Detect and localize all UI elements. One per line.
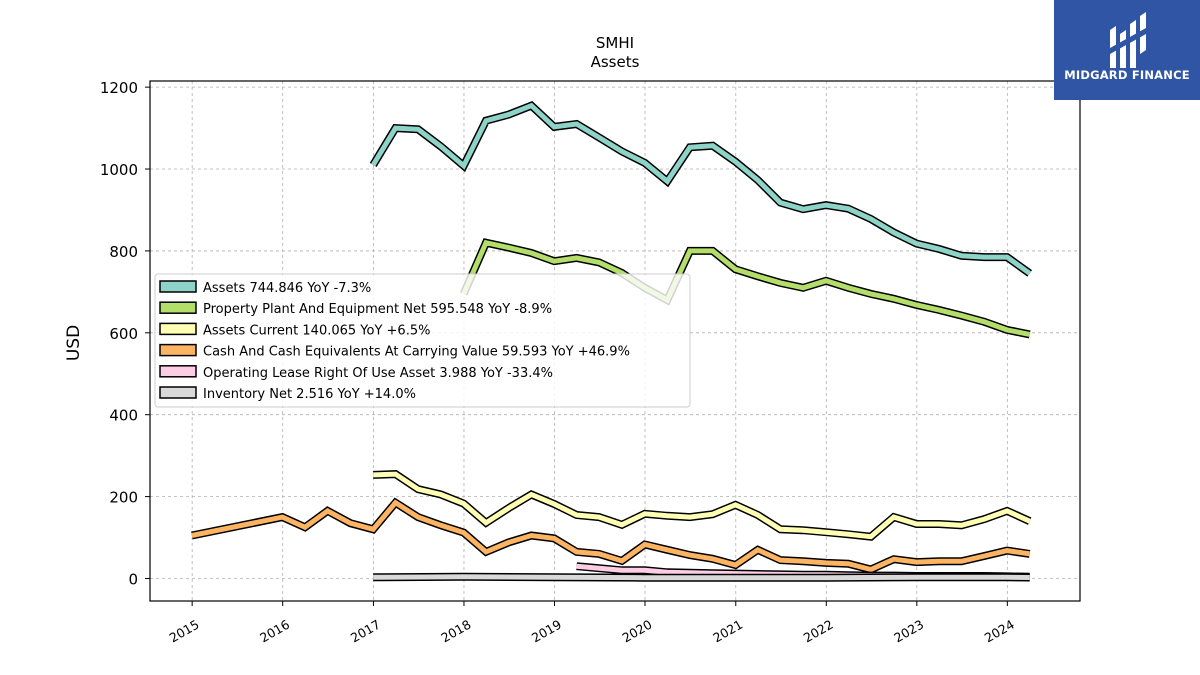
series-lines — [191, 100, 1033, 582]
x-tick-label: 2021 — [710, 617, 745, 646]
y-tick-label: 400 — [109, 407, 138, 425]
legend-swatch — [159, 301, 197, 314]
legend-label: Assets 744.846 YoY -7.3% — [203, 281, 371, 296]
chart-title: SMHI — [596, 34, 634, 52]
x-tick-label: 2017 — [348, 617, 383, 646]
x-tick-label: 2018 — [438, 617, 473, 646]
x-tick-label: 2015 — [167, 617, 202, 646]
legend-label: Assets Current 140.065 YoY +6.5% — [203, 323, 430, 338]
x-tick-label: 2022 — [801, 617, 836, 646]
legend-swatch — [159, 280, 197, 293]
legend-swatch — [159, 343, 197, 357]
x-tick-label: 2020 — [619, 617, 654, 646]
y-axis-label: USD — [64, 325, 84, 361]
y-tick-label: 200 — [109, 489, 138, 507]
series-2 — [373, 470, 1032, 541]
series-line — [371, 102, 1032, 276]
series-line — [373, 471, 1031, 540]
legend-label: Cash And Cash Equivalents At Carrying Va… — [203, 345, 630, 360]
legend-label: Inventory Net 2.516 YoY +14.0% — [203, 387, 416, 402]
legend-box — [154, 273, 691, 408]
series-line — [191, 499, 1031, 573]
brand-name: MIDGARD FINANCE — [1064, 68, 1190, 82]
midgard-logo-icon — [1110, 12, 1146, 68]
y-tick-label: 1200 — [100, 79, 138, 97]
y-tick-label: 1000 — [100, 161, 138, 179]
series-3 — [191, 497, 1031, 574]
y-tick-label: 600 — [109, 325, 138, 343]
x-tick-label: 2016 — [257, 617, 292, 646]
series-line — [373, 574, 1030, 581]
legend-swatch — [159, 386, 197, 399]
chart-subtitle: Assets — [591, 53, 640, 71]
legend-label: Operating Lease Right Of Use Asset 3.988… — [203, 366, 553, 381]
brand-logo: MIDGARD FINANCE — [1054, 0, 1200, 100]
y-tick-label: 0 — [128, 570, 138, 588]
legend: Assets 744.846 YoY -7.3% Property Plant A… — [154, 273, 691, 408]
series-line — [461, 239, 1031, 337]
y-tick-label: 800 — [109, 243, 138, 261]
series-0 — [369, 100, 1033, 277]
x-tick-label: 2019 — [529, 617, 564, 646]
legend-swatch — [159, 322, 197, 336]
series-1 — [460, 238, 1031, 339]
series-5 — [373, 572, 1030, 582]
legend-swatch — [159, 365, 197, 378]
plot-frame — [149, 80, 1081, 602]
y-axis: 0 200 400 600 800 1000 1200 — [100, 79, 150, 588]
x-axis: 2015 2016 2017 2018 2019 2020 2021 2022 2023 2024 — [167, 601, 1017, 646]
series-outline — [373, 470, 1032, 541]
x-tick-label: 2023 — [891, 617, 926, 646]
legend-label: Property Plant And Equipment Net 595.548… — [203, 302, 552, 317]
x-tick-label: 2024 — [982, 617, 1017, 646]
